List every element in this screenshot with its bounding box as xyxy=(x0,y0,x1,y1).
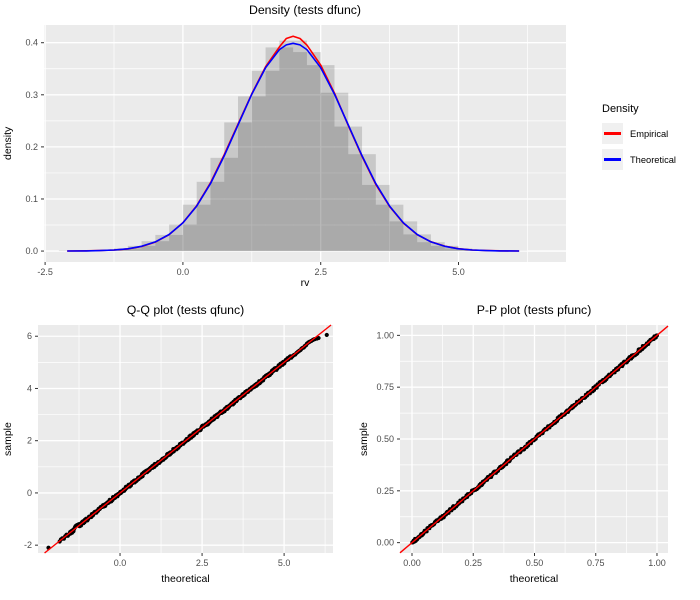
svg-text:0.4: 0.4 xyxy=(25,38,38,48)
theoretical-line-icon xyxy=(604,158,621,161)
legend-title: Density xyxy=(602,103,639,115)
legend-key-empirical xyxy=(602,123,623,144)
density-legend: Density Empirical Theoretical xyxy=(602,103,698,175)
pp-plot-canvas: 0.00 0.25 0.50 0.75 1.00 0.00 0.25 0.50 0.75 1.00 xyxy=(376,325,669,568)
density-plot: -2.5 0.0 2.5 5.0 0.0 0.1 0.2 0.3 0.4 Density (te… xyxy=(0,0,595,295)
svg-text:0.25: 0.25 xyxy=(376,486,394,496)
svg-text:0: 0 xyxy=(27,488,32,498)
density-y-axis-label: density xyxy=(2,126,14,161)
legend-item-theoretical: Theoretical xyxy=(602,149,698,170)
density-x-axis-label: rv xyxy=(300,277,310,289)
legend-label-empirical: Empirical xyxy=(630,128,669,139)
legend-label-theoretical: Theoretical xyxy=(630,154,676,165)
qq-plot-canvas: 0.0 2.5 5.0 -2 0 2 4 6 xyxy=(24,324,333,568)
qq-y-axis-label: sample xyxy=(2,422,14,456)
qq-plot: 0.0 2.5 5.0 -2 0 2 4 6 Q-Q plot (tests qfunc) t… xyxy=(0,300,350,600)
legend-item-empirical: Empirical xyxy=(602,123,698,144)
svg-text:0.1: 0.1 xyxy=(25,194,38,204)
svg-text:0.3: 0.3 xyxy=(25,90,38,100)
svg-text:2.5: 2.5 xyxy=(196,558,209,568)
svg-text:2: 2 xyxy=(27,436,32,446)
svg-text:0.50: 0.50 xyxy=(376,434,394,444)
qq-x-axis-label: theoretical xyxy=(161,573,210,585)
pp-x-axis-label: theoretical xyxy=(509,573,559,585)
svg-text:0.75: 0.75 xyxy=(376,382,394,392)
svg-text:5.0: 5.0 xyxy=(278,558,291,568)
svg-text:1.00: 1.00 xyxy=(648,558,666,568)
pp-y-axis-label: sample xyxy=(358,422,370,456)
svg-text:0.50: 0.50 xyxy=(526,558,544,568)
empirical-line-icon xyxy=(604,132,621,135)
svg-text:0.25: 0.25 xyxy=(464,558,482,568)
svg-text:4: 4 xyxy=(27,383,32,393)
svg-text:0.2: 0.2 xyxy=(25,142,38,152)
svg-text:0.0: 0.0 xyxy=(177,267,190,277)
svg-text:0.0: 0.0 xyxy=(25,246,38,256)
svg-text:5.0: 5.0 xyxy=(452,267,465,277)
svg-text:0.00: 0.00 xyxy=(403,558,421,568)
svg-text:-2.5: -2.5 xyxy=(37,267,53,277)
svg-text:0.00: 0.00 xyxy=(376,538,394,548)
density-plot-canvas: -2.5 0.0 2.5 5.0 0.0 0.1 0.2 0.3 0.4 xyxy=(25,25,566,277)
svg-text:0.75: 0.75 xyxy=(587,558,605,568)
svg-text:1.00: 1.00 xyxy=(376,330,394,340)
qq-plot-title: Q-Q plot (tests qfunc) xyxy=(126,303,245,317)
svg-text:2.5: 2.5 xyxy=(314,267,327,277)
svg-text:6: 6 xyxy=(27,331,32,341)
density-plot-title: Density (tests dfunc) xyxy=(248,3,362,17)
pp-plot-title: P-P plot (tests pfunc) xyxy=(476,303,592,317)
svg-text:-2: -2 xyxy=(24,540,32,550)
legend-key-theoretical xyxy=(602,149,623,170)
svg-text:0.0: 0.0 xyxy=(114,558,127,568)
pp-plot: 0.00 0.25 0.50 0.75 1.00 0.00 0.25 0.50 0.75 1.00… xyxy=(350,300,700,600)
